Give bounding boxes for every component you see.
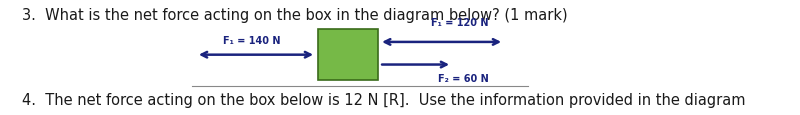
Text: F₁ = 120 N: F₁ = 120 N [431, 18, 489, 28]
Text: F₂ = 60 N: F₂ = 60 N [438, 74, 489, 84]
Text: F₁ = 140 N: F₁ = 140 N [223, 36, 281, 46]
Text: 3.  What is the net force acting on the box in the diagram below? (1 mark): 3. What is the net force acting on the b… [22, 8, 568, 23]
Bar [318, 30, 378, 80]
Text: 4.  The net force acting on the box below is 12 N [R].  Use the information prov: 4. The net force acting on the box below… [22, 92, 746, 107]
